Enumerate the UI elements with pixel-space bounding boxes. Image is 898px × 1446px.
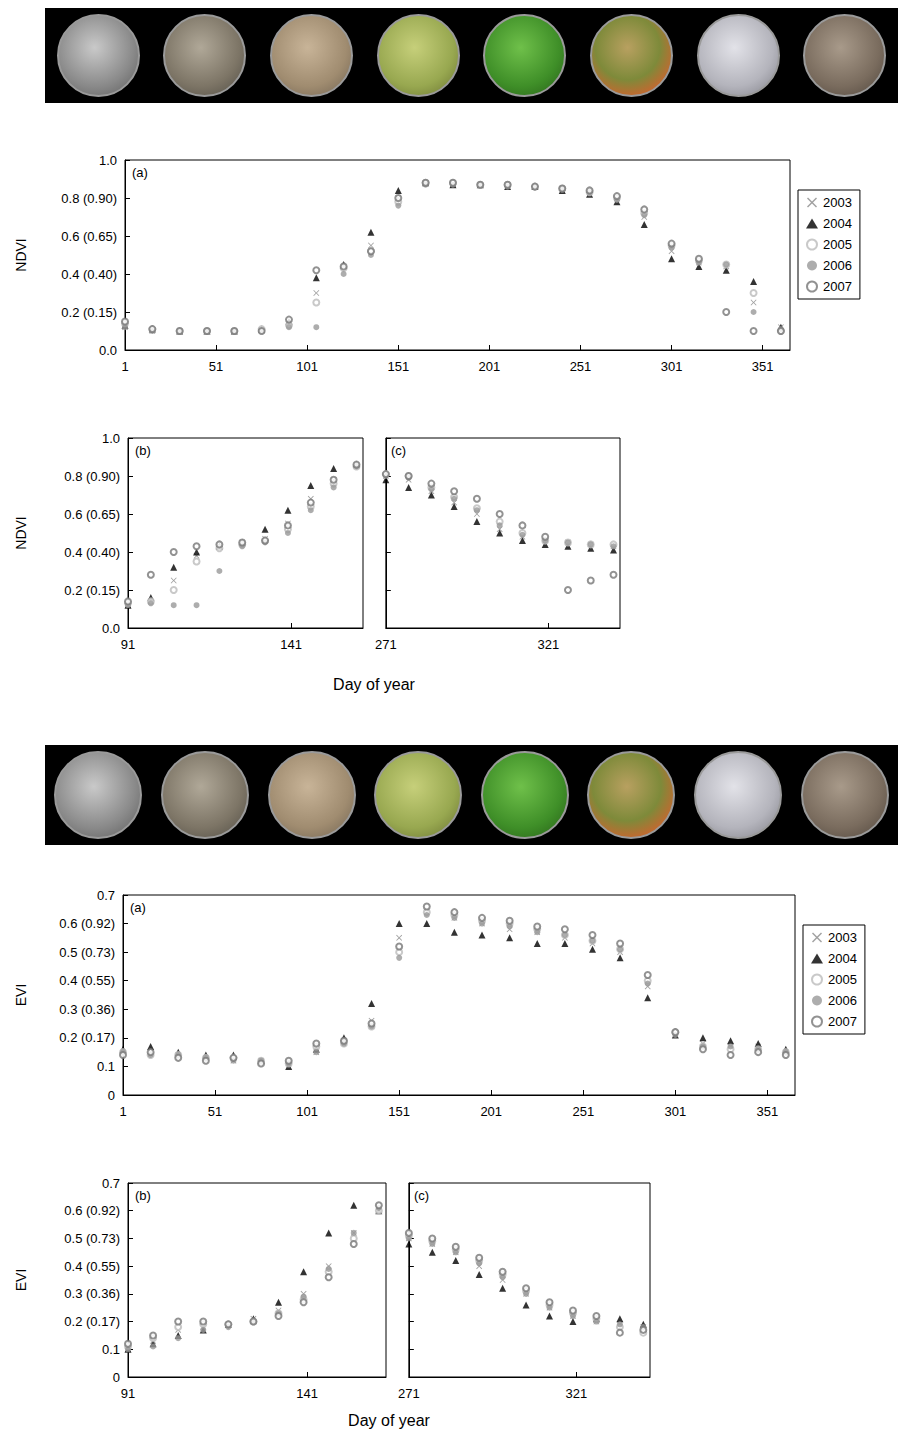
svg-text:201: 201 bbox=[480, 1104, 502, 1119]
svg-text:0: 0 bbox=[108, 1088, 115, 1103]
svg-text:(c): (c) bbox=[391, 443, 406, 458]
svg-text:151: 151 bbox=[388, 1104, 410, 1119]
svg-text:91: 91 bbox=[121, 637, 135, 652]
svg-text:141: 141 bbox=[280, 637, 302, 652]
svg-text:101: 101 bbox=[296, 359, 318, 374]
svg-text:1.0: 1.0 bbox=[99, 153, 117, 168]
svg-text:0.4 (0.40): 0.4 (0.40) bbox=[61, 267, 117, 282]
svg-text:0.8 (0.90): 0.8 (0.90) bbox=[64, 469, 120, 484]
svg-text:2005: 2005 bbox=[828, 972, 857, 987]
svg-text:1.0: 1.0 bbox=[102, 431, 120, 446]
svg-text:0.5 (0.73): 0.5 (0.73) bbox=[59, 945, 115, 960]
svg-text:2006: 2006 bbox=[828, 993, 857, 1008]
svg-text:0.7: 0.7 bbox=[102, 1176, 120, 1191]
svg-text:321: 321 bbox=[565, 1386, 587, 1400]
svg-text:0.2 (0.15): 0.2 (0.15) bbox=[64, 583, 120, 598]
svg-text:0.4 (0.55): 0.4 (0.55) bbox=[64, 1259, 120, 1274]
svg-text:0.6 (0.92): 0.6 (0.92) bbox=[64, 1203, 120, 1218]
html-text:Day of year: Day of year bbox=[333, 676, 415, 693]
svg-text:201: 201 bbox=[479, 359, 501, 374]
svg-text:0.0: 0.0 bbox=[102, 621, 120, 636]
svg-text:0.6 (0.65): 0.6 (0.65) bbox=[61, 229, 117, 244]
svg-text:EVI: EVI bbox=[13, 1269, 29, 1292]
svg-text:1: 1 bbox=[121, 359, 128, 374]
svg-text:91: 91 bbox=[121, 1386, 135, 1400]
svg-text:0.2 (0.17): 0.2 (0.17) bbox=[64, 1314, 120, 1329]
svg-text:0.2 (0.17): 0.2 (0.17) bbox=[59, 1030, 115, 1045]
svg-text:2005: 2005 bbox=[823, 237, 852, 252]
svg-text:251: 251 bbox=[570, 359, 592, 374]
svg-text:0.3 (0.36): 0.3 (0.36) bbox=[64, 1286, 120, 1301]
svg-text:2006: 2006 bbox=[823, 258, 852, 273]
svg-text:0.6 (0.65): 0.6 (0.65) bbox=[64, 507, 120, 522]
svg-text:0: 0 bbox=[113, 1370, 120, 1385]
svg-text:101: 101 bbox=[296, 1104, 318, 1119]
svg-text:0.1: 0.1 bbox=[97, 1059, 115, 1074]
svg-text:0.4 (0.55): 0.4 (0.55) bbox=[59, 973, 115, 988]
svg-text:EVI: EVI bbox=[13, 984, 29, 1007]
svg-text:2003: 2003 bbox=[823, 195, 852, 210]
svg-text:0.5 (0.73): 0.5 (0.73) bbox=[64, 1231, 120, 1246]
svg-text:2004: 2004 bbox=[828, 951, 857, 966]
svg-text:151: 151 bbox=[387, 359, 409, 374]
svg-text:51: 51 bbox=[209, 359, 223, 374]
svg-text:(b): (b) bbox=[135, 443, 151, 458]
svg-text:0.0: 0.0 bbox=[99, 343, 117, 358]
svg-text:271: 271 bbox=[398, 1386, 420, 1400]
svg-text:0.1: 0.1 bbox=[102, 1342, 120, 1357]
svg-text:0.6 (0.92): 0.6 (0.92) bbox=[59, 916, 115, 931]
svg-text:271: 271 bbox=[375, 637, 397, 652]
svg-text:141: 141 bbox=[296, 1386, 318, 1400]
svg-text:301: 301 bbox=[664, 1104, 686, 1119]
svg-text:2007: 2007 bbox=[823, 279, 852, 294]
svg-text:51: 51 bbox=[208, 1104, 222, 1119]
svg-text:0.3 (0.36): 0.3 (0.36) bbox=[59, 1002, 115, 1017]
svg-text:0.4 (0.40): 0.4 (0.40) bbox=[64, 545, 120, 560]
svg-text:1: 1 bbox=[119, 1104, 126, 1119]
svg-text:(c): (c) bbox=[414, 1188, 429, 1203]
svg-text:NDVI: NDVI bbox=[13, 238, 29, 271]
svg-text:2003: 2003 bbox=[828, 930, 857, 945]
svg-text:(a): (a) bbox=[132, 165, 148, 180]
svg-text:0.8 (0.90): 0.8 (0.90) bbox=[61, 191, 117, 206]
svg-text:351: 351 bbox=[757, 1104, 779, 1119]
svg-text:351: 351 bbox=[752, 359, 774, 374]
svg-text:(a): (a) bbox=[130, 900, 146, 915]
svg-text:2004: 2004 bbox=[823, 216, 852, 231]
svg-text:301: 301 bbox=[661, 359, 683, 374]
svg-text:NDVI: NDVI bbox=[13, 516, 29, 549]
svg-text:0.2 (0.15): 0.2 (0.15) bbox=[61, 305, 117, 320]
svg-text:(b): (b) bbox=[135, 1188, 151, 1203]
svg-text:251: 251 bbox=[572, 1104, 594, 1119]
svg-text:0.7: 0.7 bbox=[97, 888, 115, 903]
svg-text:2007: 2007 bbox=[828, 1014, 857, 1029]
svg-text:321: 321 bbox=[538, 637, 560, 652]
html-text:Day of year: Day of year bbox=[348, 1412, 430, 1429]
